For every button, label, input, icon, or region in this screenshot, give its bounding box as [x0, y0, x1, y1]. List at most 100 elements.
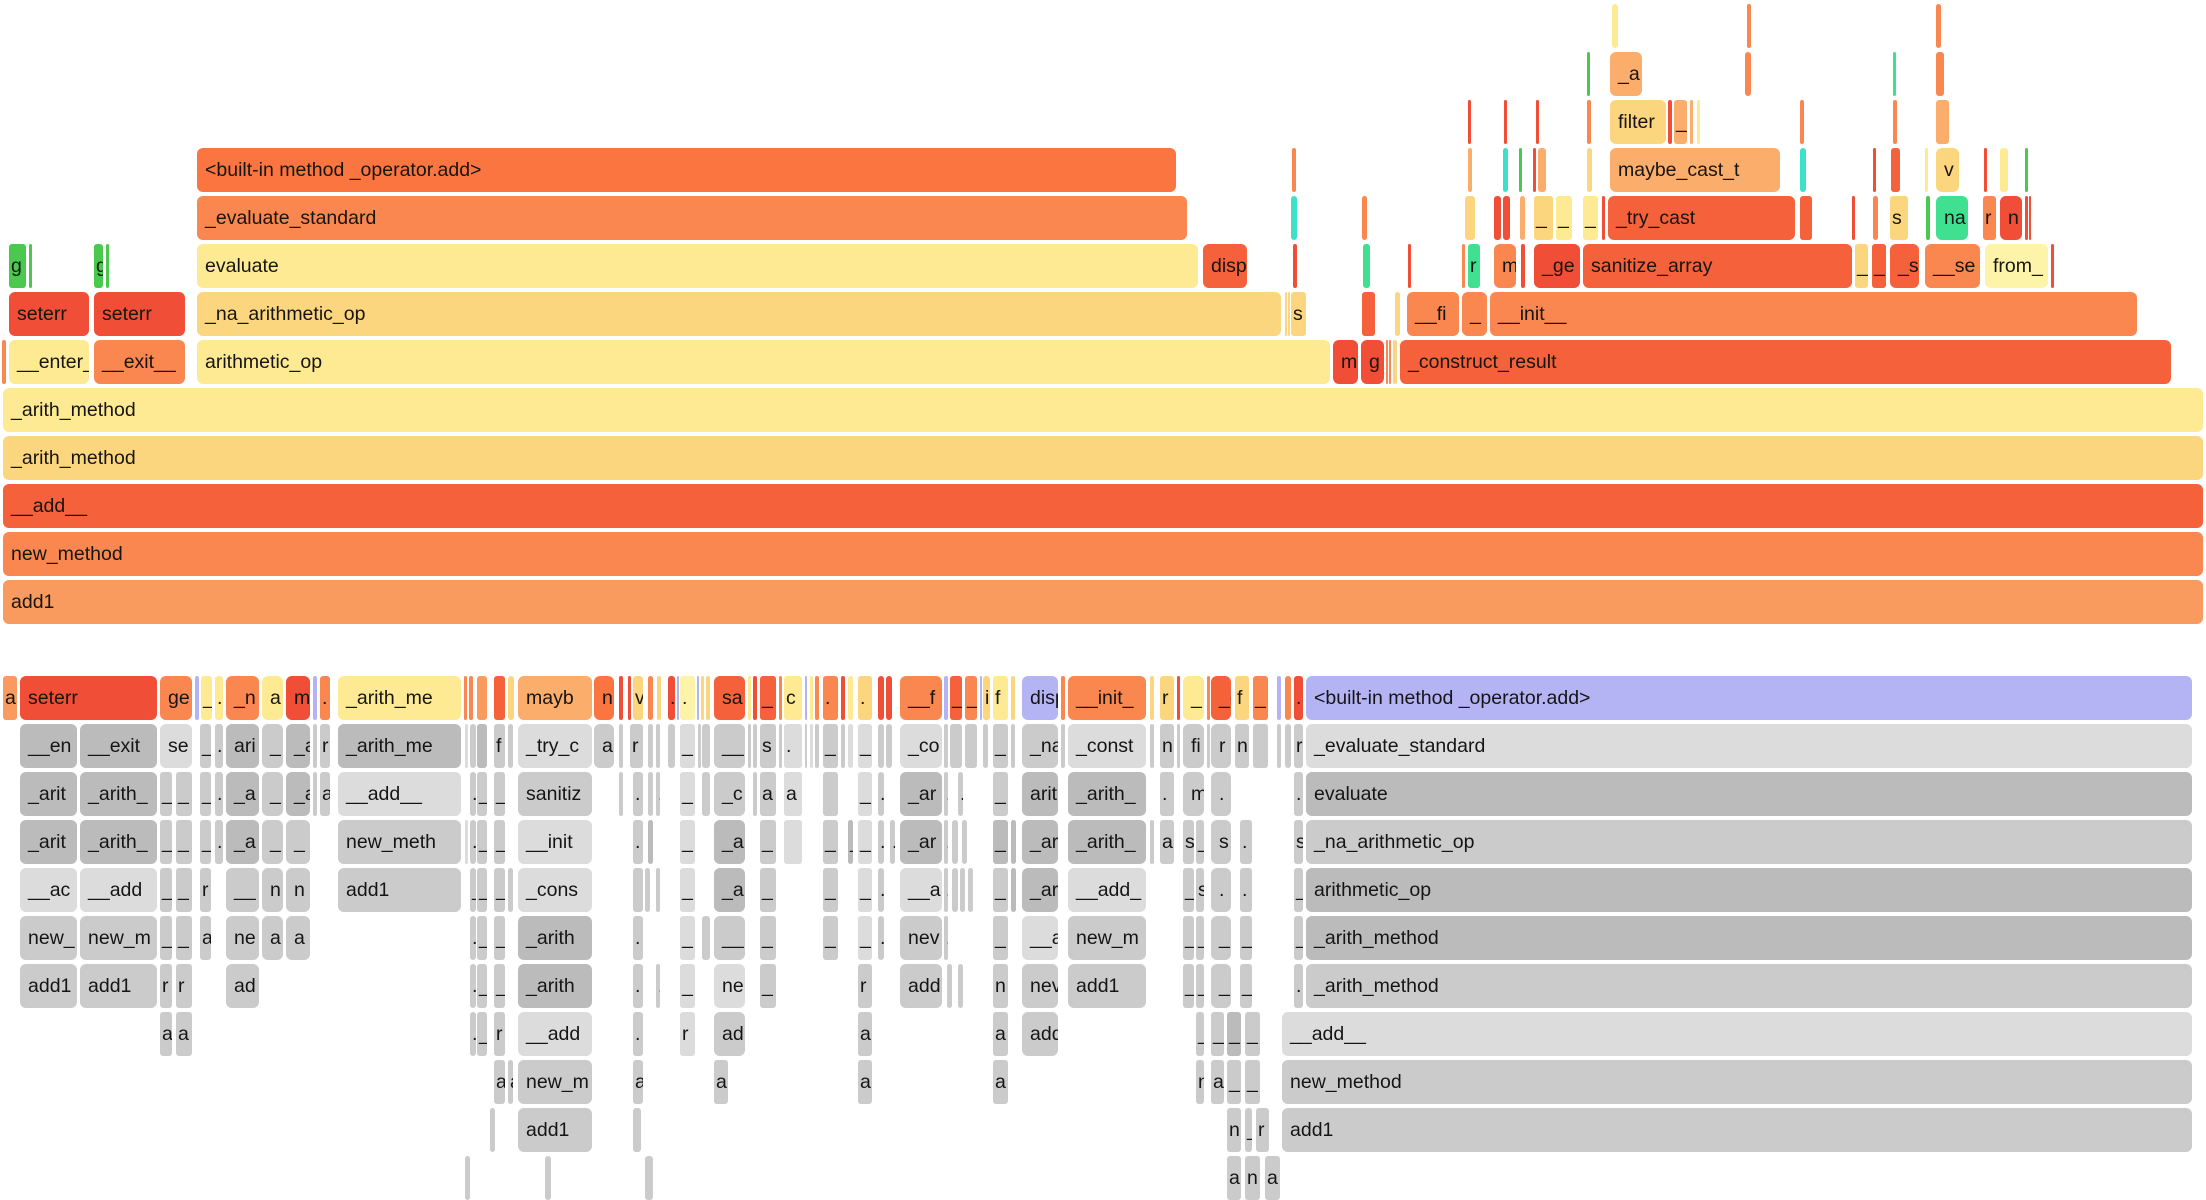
frame-bar[interactable]: _arith — [518, 964, 592, 1008]
frame-bar[interactable]: evaluate — [197, 244, 1198, 288]
frame-bar[interactable]: maybe_cast_t — [1610, 148, 1780, 192]
frame-bar[interactable]: _ — [1196, 916, 1204, 960]
frame-bar[interactable]: arit — [1022, 772, 1058, 816]
frame-bar[interactable]: _ — [1211, 916, 1231, 960]
frame-bar[interactable]: seterr — [94, 292, 185, 336]
frame-bar[interactable] — [508, 724, 513, 768]
frame-bar[interactable] — [1800, 148, 1806, 192]
frame-bar[interactable] — [1207, 676, 1210, 720]
frame-bar[interactable] — [494, 676, 505, 720]
frame-bar[interactable] — [1207, 724, 1210, 768]
frame-bar[interactable] — [753, 724, 757, 768]
frame-bar[interactable] — [1984, 148, 1987, 192]
frame-bar[interactable]: . — [656, 772, 660, 816]
frame-bar[interactable] — [313, 724, 317, 768]
frame-bar[interactable]: _ — [993, 772, 1008, 816]
frame-bar[interactable]: . — [470, 964, 476, 1008]
frame-bar[interactable]: a — [784, 772, 802, 816]
frame-bar[interactable]: _ — [965, 676, 977, 720]
frame-bar[interactable] — [1285, 724, 1291, 768]
frame-bar[interactable]: r — [1468, 244, 1480, 288]
frame-bar[interactable]: r — [1256, 1108, 1269, 1152]
frame-bar[interactable]: a — [714, 1060, 728, 1104]
frame-bar[interactable]: r — [680, 1012, 695, 1056]
frame-bar[interactable]: r — [1211, 724, 1231, 768]
frame-bar[interactable]: a — [320, 772, 330, 816]
frame-bar[interactable] — [1011, 676, 1015, 720]
frame-bar[interactable] — [1362, 196, 1367, 240]
frame-bar[interactable] — [1520, 196, 1525, 240]
frame-bar[interactable] — [1386, 340, 1388, 384]
frame-bar[interactable] — [698, 724, 701, 768]
frame-bar[interactable] — [805, 676, 807, 720]
frame-bar[interactable]: add1 — [3, 580, 2203, 624]
frame-bar[interactable]: new_m — [1068, 916, 1146, 960]
frame-bar[interactable]: i — [983, 676, 990, 720]
frame-bar[interactable]: _evaluate_standard — [197, 196, 1187, 240]
frame-bar[interactable] — [952, 868, 958, 912]
frame-bar[interactable]: __se — [1925, 244, 1980, 288]
frame-bar[interactable]: f — [1235, 676, 1249, 720]
frame-bar[interactable] — [848, 676, 853, 720]
frame-bar[interactable]: a — [262, 916, 283, 960]
frame-bar[interactable]: ge — [160, 676, 192, 720]
frame-bar[interactable]: _s — [1890, 244, 1919, 288]
frame-bar[interactable]: _ — [1240, 964, 1252, 1008]
frame-bar[interactable]: _ — [160, 820, 172, 864]
frame-bar[interactable] — [619, 676, 623, 720]
frame-bar[interactable]: __add — [80, 868, 157, 912]
frame-bar[interactable] — [702, 916, 710, 960]
frame-bar[interactable]: _ — [760, 916, 776, 960]
frame-bar[interactable] — [1277, 676, 1281, 720]
frame-bar[interactable]: _ — [848, 820, 853, 864]
frame-bar[interactable] — [1668, 100, 1672, 144]
frame-bar[interactable] — [1745, 52, 1751, 96]
frame-bar[interactable] — [1925, 148, 1928, 192]
frame-bar[interactable] — [983, 724, 988, 768]
frame-bar[interactable]: _ — [823, 724, 838, 768]
frame-bar[interactable]: . — [633, 1012, 643, 1056]
frame-bar[interactable] — [1494, 196, 1501, 240]
frame-bar[interactable]: n — [993, 964, 1008, 1008]
frame-bar[interactable]: _ — [680, 820, 695, 864]
frame-bar[interactable] — [706, 676, 710, 720]
frame-bar[interactable]: _a — [226, 820, 259, 864]
frame-bar[interactable]: _ — [993, 868, 1008, 912]
frame-bar[interactable]: arithmetic_op — [1306, 868, 2192, 912]
frame-bar[interactable]: __add — [518, 1012, 592, 1056]
frame-bar[interactable]: nev — [1022, 964, 1058, 1008]
frame-bar[interactable]: _ — [494, 916, 505, 960]
frame-bar[interactable] — [1285, 292, 1287, 336]
frame-bar[interactable]: . — [668, 676, 675, 720]
frame-bar[interactable] — [628, 676, 631, 720]
frame-bar[interactable]: __exit — [80, 724, 157, 768]
frame-bar[interactable]: r — [200, 868, 211, 912]
frame-bar[interactable]: . — [1240, 820, 1252, 864]
frame-bar[interactable]: r — [630, 724, 643, 768]
frame-bar[interactable] — [1177, 676, 1180, 720]
frame-bar[interactable] — [805, 724, 807, 768]
frame-bar[interactable] — [1277, 724, 1281, 768]
frame-bar[interactable] — [645, 868, 650, 912]
frame-bar[interactable]: _ar — [900, 820, 942, 864]
frame-bar[interactable]: disp — [1203, 244, 1247, 288]
frame-bar[interactable]: . — [215, 820, 223, 864]
frame-bar[interactable]: _ — [858, 868, 872, 912]
frame-bar[interactable] — [1800, 100, 1804, 144]
frame-bar[interactable] — [980, 676, 982, 720]
frame-bar[interactable]: a — [508, 1060, 513, 1104]
frame-bar[interactable] — [965, 724, 977, 768]
frame-bar[interactable]: a — [1227, 1156, 1241, 1200]
frame-bar[interactable] — [1852, 196, 1855, 240]
frame-bar[interactable] — [2025, 148, 2028, 192]
frame-bar[interactable] — [508, 676, 514, 720]
frame-bar[interactable]: _ — [1872, 244, 1886, 288]
frame-bar[interactable]: _ — [160, 772, 172, 816]
frame-bar[interactable] — [878, 724, 884, 768]
frame-bar[interactable]: _const — [1068, 724, 1146, 768]
frame-bar[interactable] — [1612, 4, 1618, 48]
frame-bar[interactable]: _ — [262, 772, 283, 816]
frame-bar[interactable] — [1891, 148, 1900, 192]
frame-bar[interactable] — [1690, 100, 1693, 144]
frame-bar[interactable] — [947, 964, 952, 1008]
